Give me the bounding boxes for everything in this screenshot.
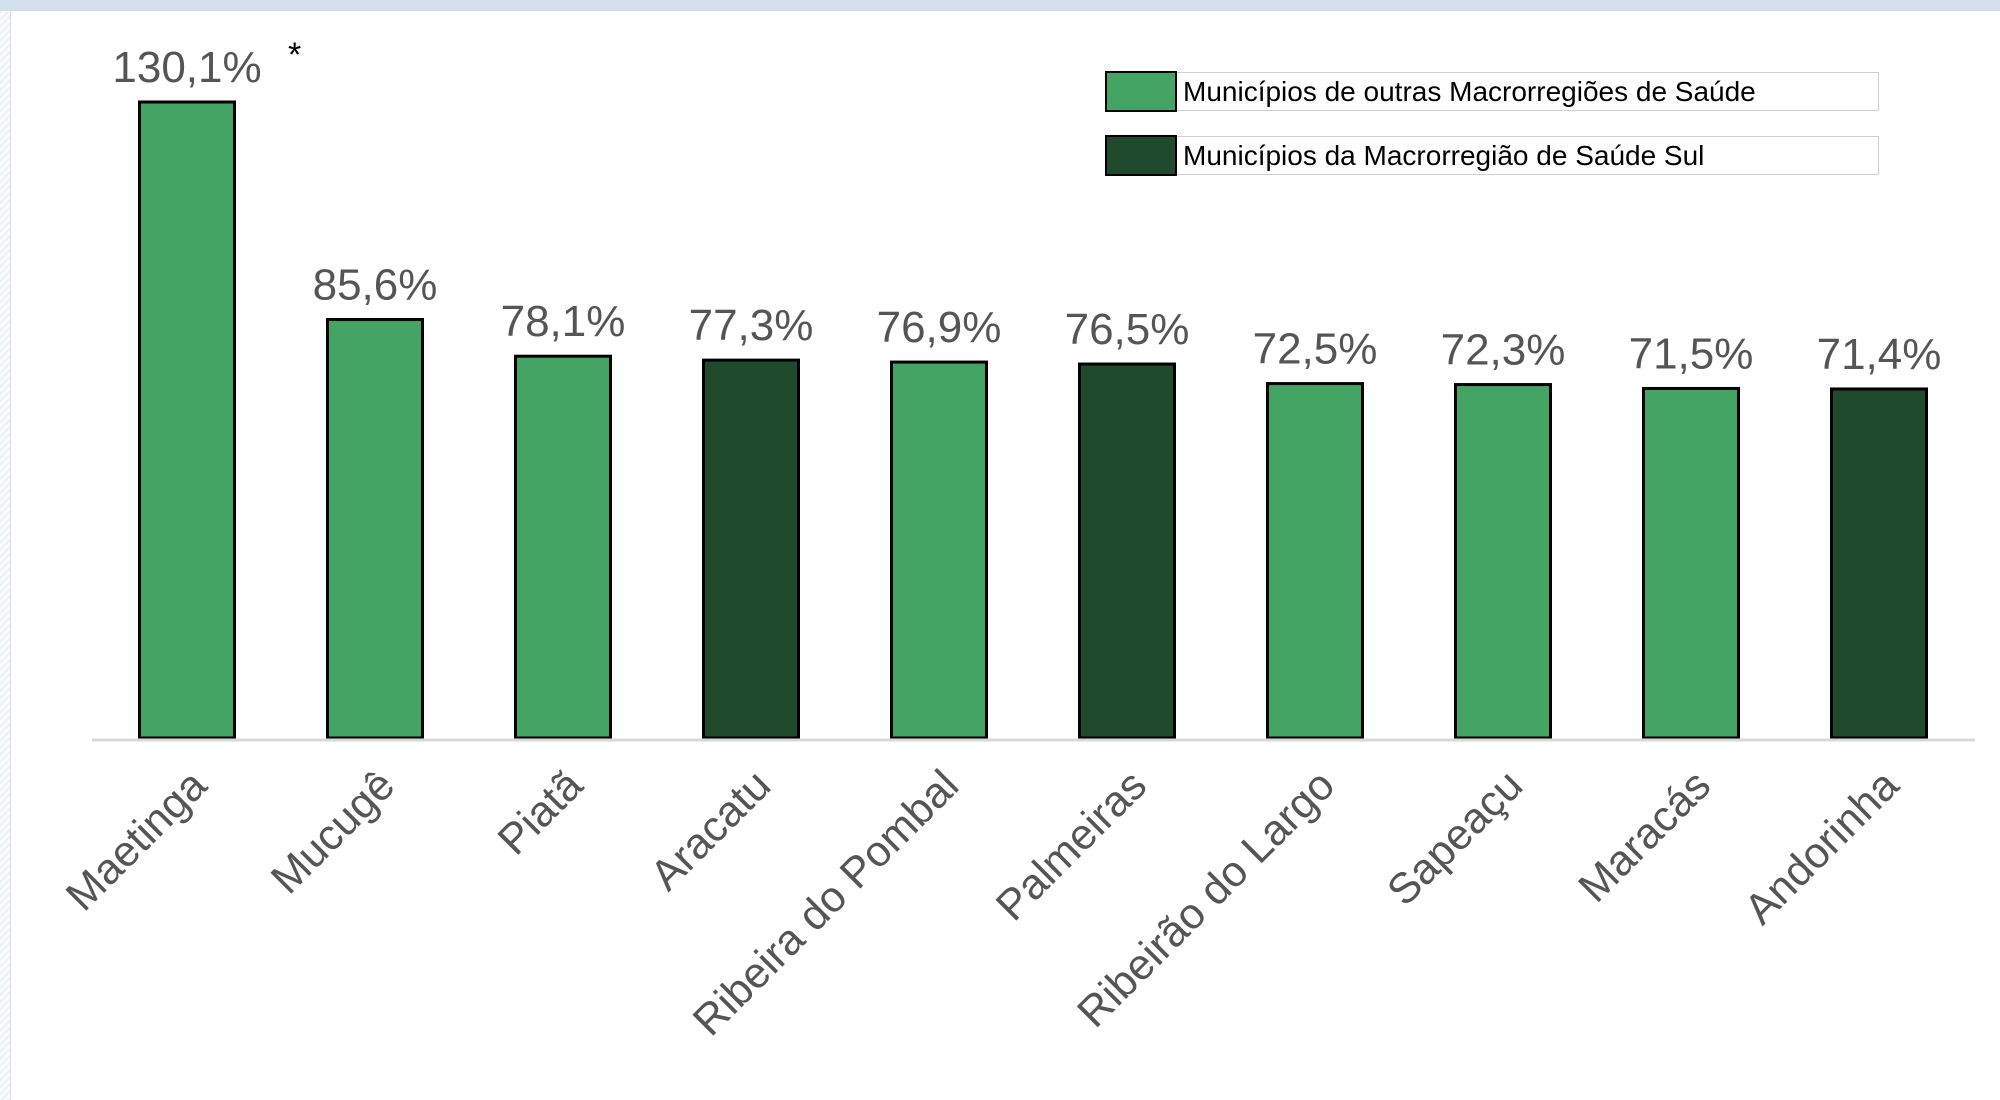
- footnote-asterisk: *: [288, 36, 302, 74]
- bar-aracatu: [702, 358, 800, 740]
- bar-andorinha: [1830, 387, 1928, 740]
- x-tick-label-maracas: Maracás: [1570, 761, 1721, 912]
- legend-swatch-sul: [1105, 135, 1177, 176]
- x-tick-label-palmeiras: Palmeiras: [987, 761, 1156, 930]
- bar-palmeiras: [1078, 362, 1176, 740]
- x-tick-label-mucuge: Mucugê: [262, 761, 404, 903]
- data-label-maetinga: 130,1%: [112, 43, 261, 92]
- legend-label-sul: Municípios da Macrorregião de Saúde Sul: [1177, 136, 1879, 175]
- bar-ribeirao-do-largo: [1266, 382, 1364, 740]
- bar-maracas: [1642, 386, 1740, 740]
- data-label-palmeiras: 76,5%: [1065, 305, 1190, 354]
- data-label-aracatu: 77,3%: [689, 301, 814, 350]
- legend-item-outras: Municípios de outras Macrorregiões de Sa…: [1105, 71, 1879, 112]
- data-label-piata: 78,1%: [501, 297, 626, 346]
- data-label-sapeacu: 72,3%: [1441, 326, 1566, 375]
- bar-ribeira-do-pombal: [890, 360, 988, 740]
- x-tick-label-maetinga: Maetinga: [57, 761, 216, 920]
- legend-swatch-outras: [1105, 71, 1177, 112]
- chart-legend: Municípios de outras Macrorregiões de Sa…: [1105, 71, 1879, 178]
- x-tick-label-aracatu: Aracatu: [641, 761, 780, 900]
- data-label-ribeirao-do-largo: 72,5%: [1253, 325, 1378, 374]
- data-label-maracas: 71,5%: [1629, 329, 1754, 378]
- legend-label-outras: Municípios de outras Macrorregiões de Sa…: [1177, 72, 1879, 111]
- x-tick-label-piata: Piatã: [489, 761, 592, 864]
- bar-piata: [514, 354, 612, 740]
- bar-mucuge: [326, 318, 424, 740]
- legend-item-sul: Municípios da Macrorregião de Saúde Sul: [1105, 135, 1879, 176]
- top-border-strip: [0, 0, 2000, 11]
- left-edge-frame: [0, 11, 11, 1100]
- bar-maetinga: [138, 100, 236, 740]
- x-tick-label-andorinha: Andorinha: [1736, 761, 1909, 934]
- data-label-ribeira-do-pombal: 76,9%: [877, 303, 1002, 352]
- bar-sapeacu: [1454, 383, 1552, 740]
- x-tick-label-sapeacu: Sapeaçu: [1378, 761, 1532, 915]
- data-label-andorinha: 71,4%: [1817, 330, 1942, 379]
- data-label-mucuge: 85,6%: [313, 261, 438, 310]
